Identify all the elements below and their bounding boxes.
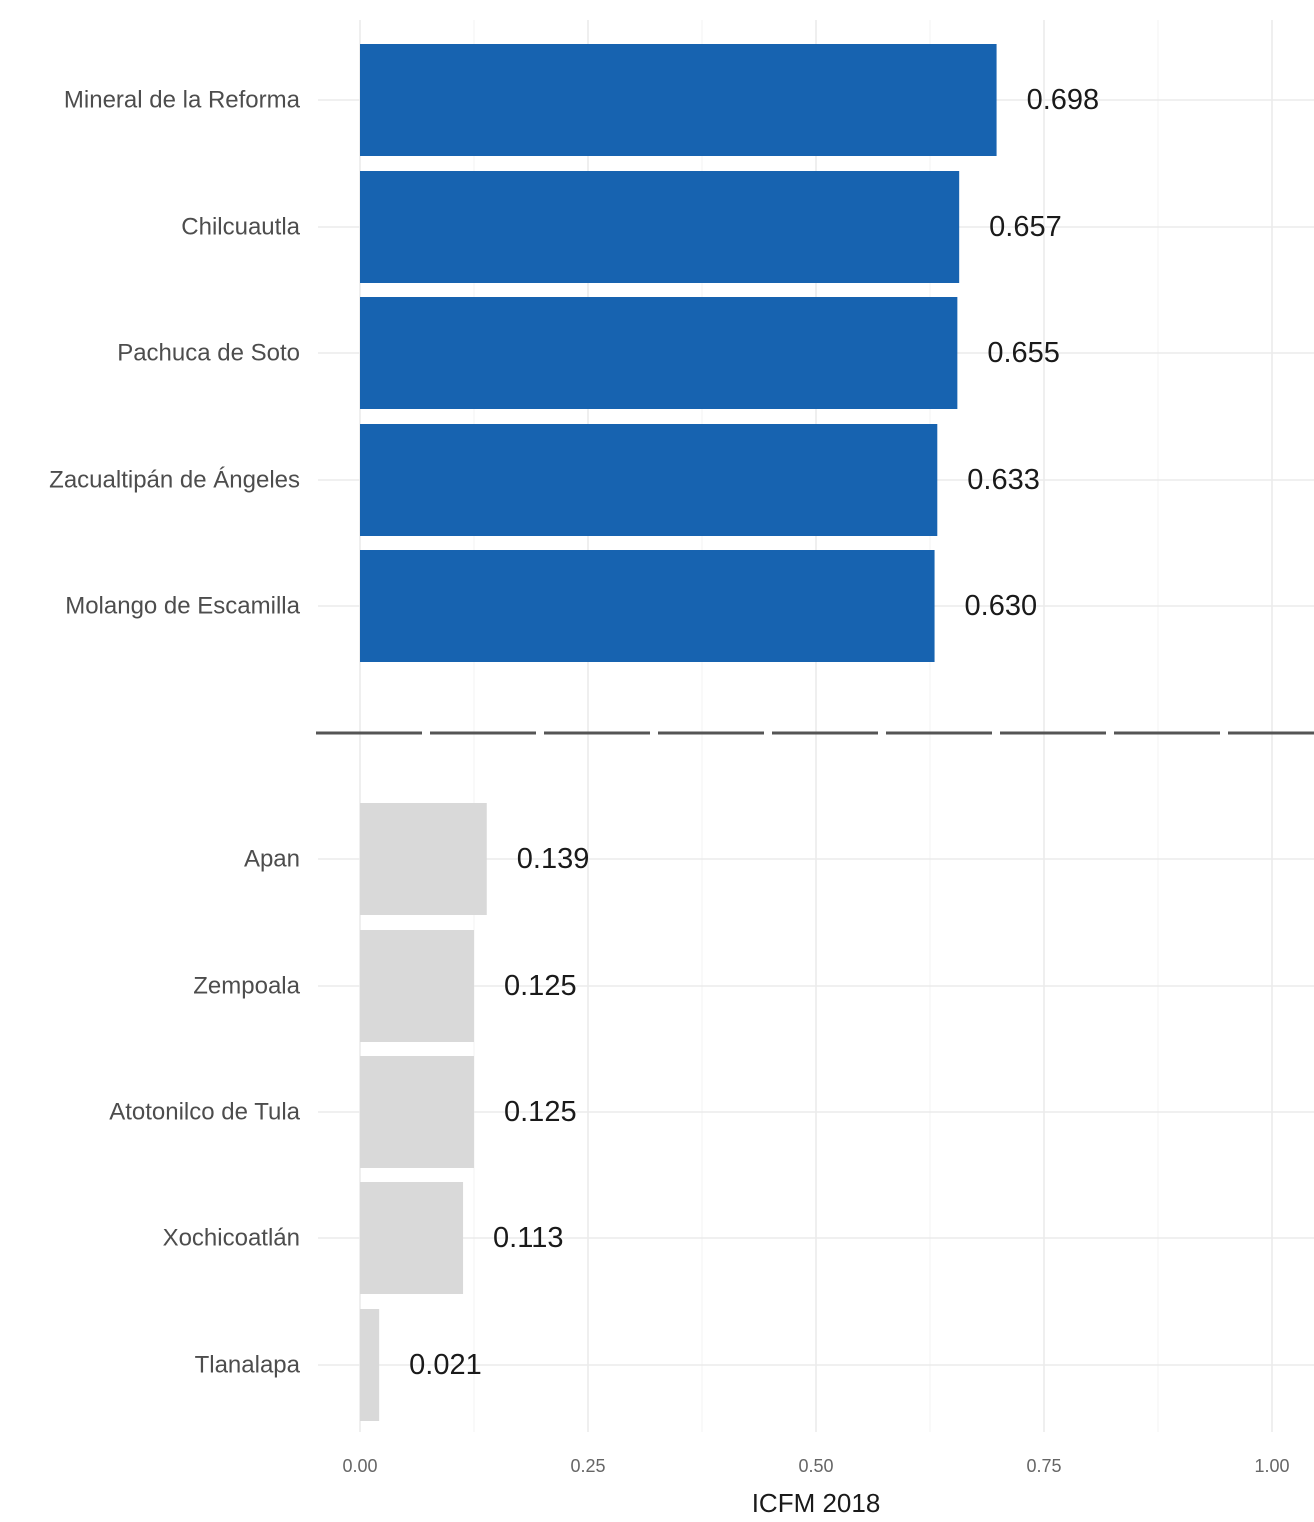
category-label: Zacualtipán de Ángeles	[49, 467, 300, 494]
category-label: Atotonilco de Tula	[109, 1099, 300, 1126]
bar	[360, 171, 960, 283]
value-label: 0.021	[409, 1349, 482, 1381]
category-label: Chilcuautla	[181, 214, 300, 241]
bar-layer	[360, 44, 997, 1421]
value-label: 0.113	[493, 1222, 563, 1254]
category-label: Pachuca de Soto	[117, 340, 300, 367]
value-label: 0.655	[987, 337, 1060, 369]
x-tick-label: 0.25	[570, 1456, 605, 1476]
bar	[360, 1056, 474, 1168]
x-tick-label: 0.75	[1026, 1456, 1061, 1476]
x-axis-ticks: 0.00 0.25 0.50 0.75 1.00	[342, 1456, 1289, 1476]
bar	[360, 803, 487, 915]
value-label: 0.125	[504, 1096, 577, 1128]
value-label: 0.698	[1027, 84, 1100, 116]
bar	[360, 1309, 380, 1421]
bar	[360, 930, 474, 1042]
x-tick-label: 0.50	[798, 1456, 833, 1476]
category-label: Tlanalapa	[195, 1352, 301, 1379]
bar	[360, 44, 997, 156]
value-label: 0.630	[965, 590, 1038, 622]
value-label: 0.657	[989, 211, 1062, 243]
x-axis-title: ICFM 2018	[752, 1488, 881, 1518]
category-label: Xochicoatlán	[163, 1225, 300, 1252]
value-label: 0.633	[967, 464, 1040, 496]
category-label: Mineral de la Reforma	[64, 87, 301, 114]
value-label: 0.139	[517, 843, 590, 875]
bar	[360, 424, 938, 536]
category-label: Apan	[244, 846, 300, 873]
bar	[360, 550, 935, 662]
bar	[360, 297, 958, 409]
category-label: Zempoala	[193, 973, 300, 1000]
x-tick-label: 0.00	[342, 1456, 377, 1476]
value-label: 0.125	[504, 970, 577, 1002]
category-label: Molango de Escamilla	[65, 593, 300, 620]
x-tick-label: 1.00	[1254, 1456, 1289, 1476]
bar	[360, 1182, 464, 1294]
label-layer: Mineral de la Reforma 0.698 Chilcuautla 0.6…	[49, 84, 1099, 1381]
